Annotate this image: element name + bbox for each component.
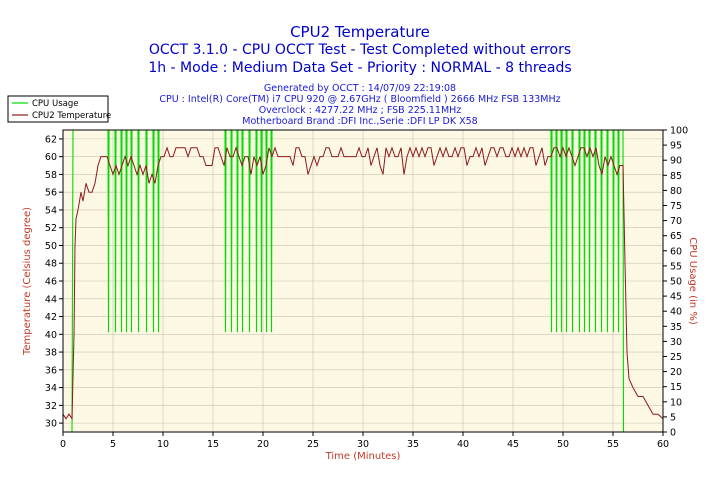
y-tick-label: 58 — [45, 170, 57, 181]
chart-subtitle-2: 1h - Mode : Medium Data Set - Priority :… — [148, 60, 571, 76]
ticks: 0 5 10 15 20 25 30 35 40 45 50 55 603032343638404244… — [45, 126, 688, 451]
y-tick-label: 36 — [45, 365, 57, 376]
x-tick-label: 50 — [557, 439, 569, 450]
y2-axis-label: CPU Usage (in %) — [687, 237, 698, 325]
legend-label-cpu-usage: CPU Usage — [32, 99, 78, 109]
x-tick-label: 20 — [257, 439, 269, 450]
y-tick-label: 48 — [45, 259, 57, 270]
y2-tick-label: 40 — [670, 307, 682, 318]
y-tick-label: 40 — [45, 330, 57, 341]
x-tick-label: 10 — [157, 439, 169, 450]
y2-tick-label: 90 — [670, 156, 682, 167]
y2-tick-label: 10 — [670, 397, 682, 408]
y2-tick-label: 60 — [670, 246, 682, 257]
y2-tick-label: 95 — [670, 141, 682, 152]
x-axis-label: Time (Minutes) — [325, 451, 401, 462]
info-motherboard: Motherboard Brand :DFI Inc.,Serie :DFI L… — [242, 116, 477, 127]
y-axis-label: Temperature (Celsius degree) — [22, 207, 33, 356]
y-tick-label: 60 — [45, 152, 57, 163]
y2-tick-label: 20 — [670, 367, 682, 378]
chart-title: CPU2 Temperature — [290, 23, 430, 41]
y2-tick-label: 75 — [670, 201, 682, 212]
legend-box — [7, 95, 109, 123]
info-generated: Generated by OCCT : 14/07/09 22:19:08 — [264, 83, 456, 94]
y2-tick-label: 80 — [670, 186, 682, 197]
x-tick-label: 35 — [407, 439, 419, 450]
x-tick-label: 40 — [457, 439, 469, 450]
y2-tick-label: 50 — [670, 277, 682, 288]
y2-tick-label: 45 — [670, 292, 682, 303]
y2-tick-label: 15 — [670, 382, 682, 393]
y-tick-label: 56 — [45, 188, 57, 199]
x-tick-label: 60 — [657, 439, 669, 450]
y2-tick-label: 70 — [670, 216, 682, 227]
info-cpu: CPU : Intel(R) Core(TM) i7 CPU 920 @ 2.6… — [159, 94, 560, 105]
x-tick-label: 0 — [60, 439, 66, 450]
y2-tick-label: 65 — [670, 231, 682, 242]
y-tick-label: 46 — [45, 277, 57, 288]
y2-tick-label: 30 — [670, 337, 682, 348]
chart-subtitle-1: OCCT 3.1.0 - CPU OCCT Test - Test Comple… — [149, 42, 571, 58]
y-tick-label: 52 — [45, 223, 57, 234]
y2-tick-label: 100 — [670, 126, 688, 137]
x-tick-label: 15 — [207, 439, 219, 450]
info-overclock: Overclock : 4277.22 MHz ; FSB 225.11MHz — [259, 105, 462, 116]
x-tick-label: 30 — [357, 439, 369, 450]
y-tick-label: 34 — [45, 383, 57, 394]
y-tick-label: 38 — [45, 348, 57, 359]
y2-tick-label: 0 — [670, 428, 676, 439]
y-tick-label: 50 — [45, 241, 57, 252]
legend: CPU Usage CPU2 Temperature — [7, 95, 111, 123]
y2-tick-label: 85 — [670, 171, 682, 182]
x-tick-label: 55 — [607, 439, 619, 450]
y2-tick-label: 5 — [670, 412, 676, 423]
y-tick-label: 42 — [45, 312, 57, 323]
y-tick-label: 30 — [45, 419, 57, 430]
y-tick-label: 54 — [45, 205, 57, 216]
x-tick-label: 5 — [110, 439, 116, 450]
x-tick-label: 45 — [507, 439, 519, 450]
y2-tick-label: 25 — [670, 352, 682, 363]
y-tick-label: 44 — [45, 294, 57, 305]
y2-tick-label: 35 — [670, 322, 682, 333]
legend-label-cpu2-temperature: CPU2 Temperature — [32, 111, 111, 121]
series-line-cpu2-temperature — [62, 146, 664, 421]
y-tick-label: 62 — [45, 134, 57, 145]
y2-tick-label: 55 — [670, 261, 682, 272]
y-tick-label: 32 — [45, 401, 57, 412]
x-tick-label: 25 — [307, 439, 319, 450]
